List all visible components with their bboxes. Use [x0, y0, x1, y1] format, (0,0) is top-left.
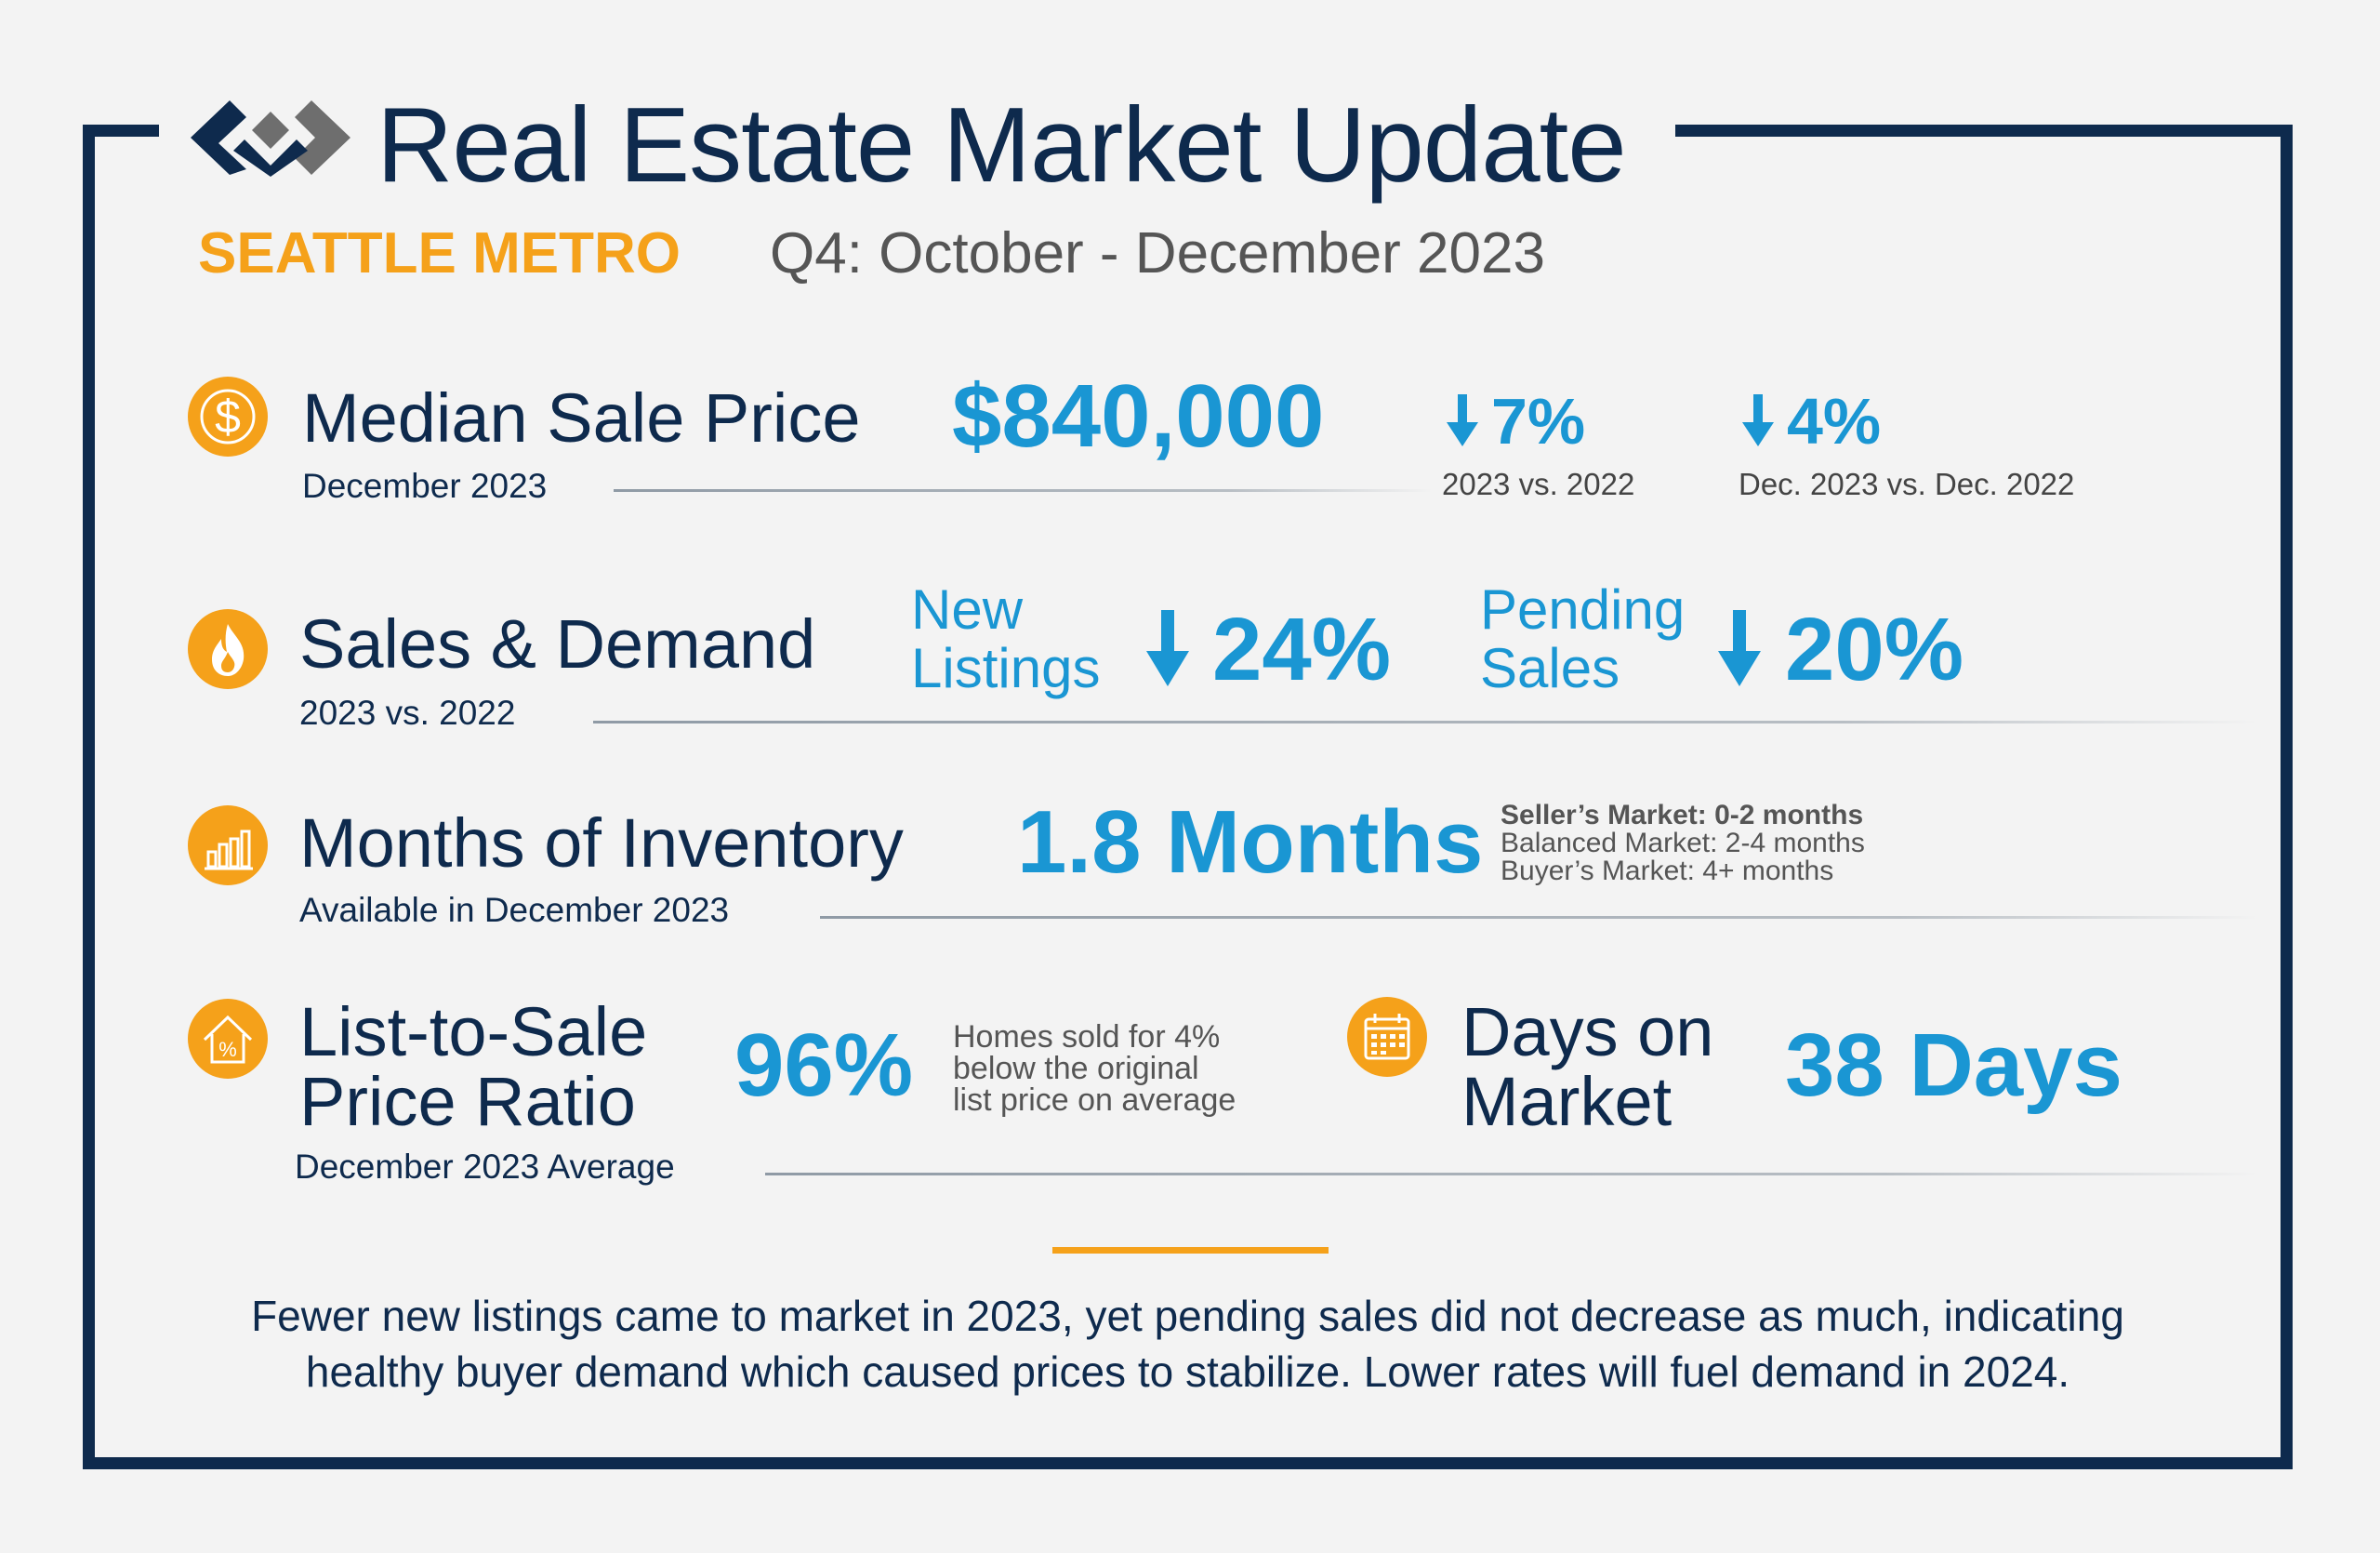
list-to-sale-label-line2: Price Ratio — [299, 1063, 636, 1141]
sales-demand-label: Sales & Demand — [299, 605, 816, 683]
page-title: Real Estate Market Update — [377, 86, 1627, 205]
new-listings-label-line1: New — [911, 578, 1024, 641]
divider — [820, 916, 2257, 919]
arrow-down-icon — [1742, 394, 1774, 446]
list-to-sale-note-line3: list price on average — [953, 1082, 1236, 1118]
arrow-down-icon — [1718, 610, 1761, 686]
median-change-annual: 7% — [1491, 385, 1586, 458]
house-percent-icon: % — [188, 999, 268, 1079]
median-price-label: Median Sale Price — [302, 379, 861, 457]
median-price-sublabel: December 2023 — [302, 467, 548, 505]
days-on-market-label-line2: Market — [1461, 1063, 1673, 1141]
arrow-down-icon — [1146, 610, 1189, 686]
market-key-sellers: Seller’s Market: 0-2 months — [1501, 800, 1864, 830]
arrow-down-icon — [1447, 394, 1478, 446]
new-listings-value: 24% — [1212, 600, 1392, 699]
frame-top-right — [1675, 125, 2293, 137]
summary-line1: Fewer new listings came to market in 202… — [251, 1292, 2124, 1340]
inventory-value: 1.8 Months — [1017, 792, 1484, 892]
list-to-sale-note-line2: below the original — [953, 1051, 1199, 1086]
list-to-sale-label: List-to-Sale Price Ratio — [299, 997, 647, 1137]
frame-top-left — [83, 125, 159, 137]
svg-text:%: % — [218, 1038, 237, 1061]
divider — [614, 489, 1432, 492]
calendar-icon — [1347, 997, 1427, 1077]
svg-text:$: $ — [215, 391, 241, 443]
median-change-dec: 4% — [1787, 385, 1882, 458]
sales-demand-sublabel: 2023 vs. 2022 — [299, 694, 516, 732]
pending-sales-label: Pending Sales — [1480, 580, 1685, 697]
inventory-sublabel: Available in December 2023 — [299, 891, 730, 929]
market-key: Seller’s Market: 0-2 months Balanced Mar… — [1501, 802, 1865, 885]
fire-icon — [188, 609, 268, 689]
bar-chart-icon — [188, 805, 268, 885]
list-to-sale-note: Homes sold for 4% below the original lis… — [953, 1021, 1236, 1116]
list-to-sale-sublabel: December 2023 Average — [295, 1148, 675, 1186]
region-label: SEATTLE METRO — [198, 221, 681, 285]
logo-icon — [191, 99, 350, 177]
summary-text: Fewer new listings came to market in 202… — [95, 1289, 2281, 1400]
median-price-value: $840,000 — [952, 366, 1325, 466]
days-on-market-label: Days on Market — [1461, 997, 1713, 1137]
pending-sales-value: 20% — [1785, 600, 1964, 699]
new-listings-label-line2: Listings — [911, 637, 1101, 699]
divider — [593, 721, 2257, 723]
median-change-dec-caption: Dec. 2023 vs. Dec. 2022 — [1739, 467, 2075, 501]
list-to-sale-note-line1: Homes sold for 4% — [953, 1019, 1221, 1055]
pending-sales-label-line2: Sales — [1480, 637, 1620, 699]
list-to-sale-label-line1: List-to-Sale — [299, 993, 648, 1070]
days-on-market-value: 38 Days — [1785, 1015, 2122, 1115]
inventory-label: Months of Inventory — [299, 804, 904, 882]
divider — [765, 1173, 2257, 1175]
period-label: Q4: October - December 2023 — [770, 221, 1545, 285]
frame-bottom — [83, 1457, 2293, 1469]
new-listings-label: New Listings — [911, 580, 1100, 697]
pending-sales-label-line1: Pending — [1480, 578, 1686, 641]
market-key-balanced: Balanced Market: 2-4 months — [1501, 828, 1865, 858]
frame-left — [83, 125, 95, 1469]
list-to-sale-value: 96% — [734, 1015, 914, 1115]
dollar-icon: $ — [188, 377, 268, 457]
frame-right — [2281, 125, 2293, 1469]
market-key-buyers: Buyer’s Market: 4+ months — [1501, 856, 1834, 886]
accent-divider — [1052, 1247, 1329, 1254]
summary-line2: healthy buyer demand which caused prices… — [305, 1347, 2070, 1396]
median-change-annual-caption: 2023 vs. 2022 — [1442, 467, 1635, 501]
days-on-market-label-line1: Days on — [1461, 993, 1714, 1070]
